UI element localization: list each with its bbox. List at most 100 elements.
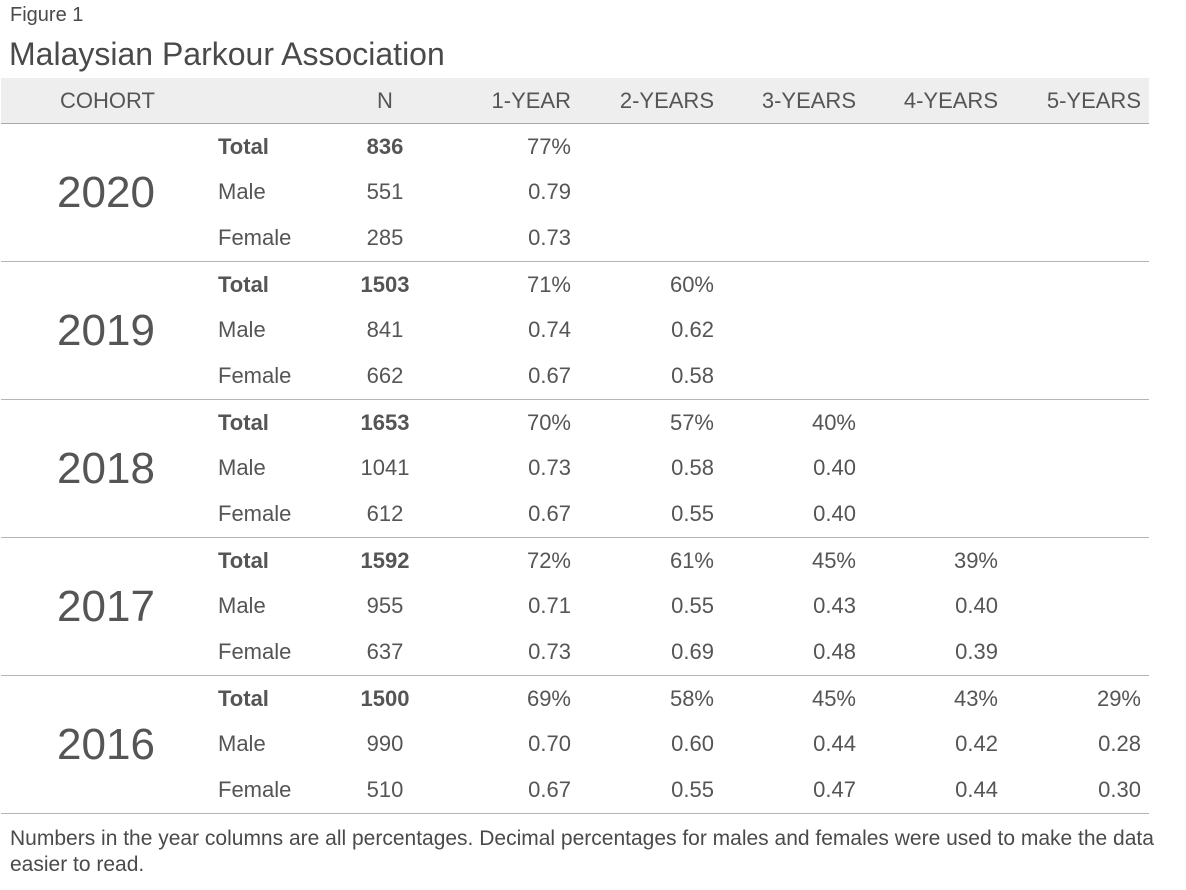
value-cell: 0.69: [671, 639, 714, 664]
cohort-year: 2018: [57, 444, 155, 493]
value-cell: 0.73: [528, 455, 571, 480]
cohort-year: 2016: [57, 720, 155, 769]
row-label: Total: [218, 272, 269, 297]
table-row: Female 510 0.67 0.55 0.47 0.44 0.30: [1, 767, 1149, 813]
value-cell: 70%: [526, 410, 571, 435]
value-cell: 0.67: [528, 777, 571, 802]
cohort-table: COHORT N 1-YEAR 2-YEARS 3-YEARS 4-YEARS …: [1, 78, 1149, 814]
table-row: Male 990 0.70 0.60 0.44 0.42 0.28: [1, 721, 1149, 767]
value-cell: 0.43: [813, 593, 856, 618]
table-row: Male 1041 0.73 0.58 0.40: [1, 445, 1149, 491]
value-cell: 58%: [669, 686, 714, 711]
row-n: 637: [366, 639, 404, 664]
value-cell: 0.74: [528, 317, 571, 342]
row-label: Female: [218, 639, 292, 664]
row-label: Female: [218, 363, 292, 388]
row-n: 510: [366, 777, 404, 802]
table-row: Male 841 0.74 0.62: [1, 307, 1149, 353]
table-row: Male 955 0.71 0.55 0.43 0.40: [1, 583, 1149, 629]
cohort-block-2020: 2020 Total 836 77% Male 551 0.79 Female 285 0.73: [1, 124, 1149, 262]
row-label: Total: [218, 548, 269, 573]
value-cell: 39%: [953, 548, 998, 573]
value-cell: 45%: [811, 686, 856, 711]
value-cell: 0.70: [528, 731, 571, 756]
row-n: 612: [366, 501, 404, 526]
table-row: Total 836 77%: [1, 124, 1149, 170]
value-cell: 0.73: [528, 639, 571, 664]
header-1-year: 1-YEAR: [491, 88, 571, 113]
table-header: COHORT N 1-YEAR 2-YEARS 3-YEARS 4-YEARS …: [1, 78, 1149, 124]
row-n: 662: [366, 363, 404, 388]
value-cell: 40%: [811, 410, 856, 435]
value-cell: 0.40: [813, 501, 856, 526]
value-cell: 0.71: [528, 593, 571, 618]
row-label: Male: [218, 455, 266, 480]
row-n: 1592: [360, 548, 410, 573]
value-cell: 0.55: [671, 593, 714, 618]
value-cell: 0.40: [955, 593, 998, 618]
value-cell: 61%: [669, 548, 714, 573]
table-row: Female 612 0.67 0.55 0.40: [1, 491, 1149, 537]
value-cell: 71%: [526, 272, 571, 297]
row-label: Male: [218, 593, 266, 618]
header-cohort: COHORT: [60, 88, 155, 113]
row-n: 841: [366, 317, 404, 342]
value-cell: 57%: [669, 410, 714, 435]
header-4-years: 4-YEARS: [903, 88, 998, 113]
row-label: Male: [218, 731, 266, 756]
cohort-year: 2020: [57, 168, 155, 217]
row-label: Total: [218, 686, 269, 711]
table-row: Total 1500 69% 58% 45% 43% 29%: [1, 676, 1149, 722]
cohort-year: 2019: [57, 306, 155, 355]
row-n: 836: [366, 134, 404, 159]
value-cell: 0.55: [671, 777, 714, 802]
row-label: Female: [218, 225, 292, 250]
row-label: Male: [218, 317, 266, 342]
cohort-block-2017: 2017 Total 1592 72% 61% 45% 39% Male 955 0.71 0.55…: [1, 538, 1149, 676]
header-5-years: 5-YEARS: [1046, 88, 1141, 113]
row-n: 1041: [360, 455, 410, 480]
value-cell: 72%: [526, 548, 571, 573]
value-cell: 45%: [811, 548, 856, 573]
cohort-block-2016: 2016 Total 1500 69% 58% 45% 43% 29% Male 990 0.70 0…: [1, 676, 1149, 814]
value-cell: 0.40: [813, 455, 856, 480]
table-row: Total 1653 70% 57% 40%: [1, 400, 1149, 446]
row-n: 1653: [360, 410, 410, 435]
cohort-year: 2017: [57, 582, 155, 631]
row-n: 1503: [360, 272, 410, 297]
table-row: Female 285 0.73: [1, 215, 1149, 261]
value-cell: 29%: [1096, 686, 1141, 711]
table-row: Female 662 0.67 0.58: [1, 353, 1149, 399]
table-row: Total 1592 72% 61% 45% 39%: [1, 538, 1149, 584]
row-n: 285: [366, 225, 404, 250]
value-cell: 69%: [526, 686, 571, 711]
footnote: Numbers in the year columns are all perc…: [10, 827, 1154, 876]
row-label: Total: [218, 410, 269, 435]
row-n: 551: [366, 179, 404, 204]
header-n: N: [377, 88, 393, 113]
cohort-block-2019: 2019 Total 1503 71% 60% Male 841 0.74 0.62 Female…: [1, 262, 1149, 400]
value-cell: 77%: [526, 134, 571, 159]
row-label: Total: [218, 134, 269, 159]
row-label: Female: [218, 777, 292, 802]
value-cell: 0.58: [671, 363, 714, 388]
value-cell: 0.60: [671, 731, 714, 756]
table-title: Malaysian Parkour Association: [9, 36, 445, 72]
value-cell: 0.30: [1098, 777, 1141, 802]
value-cell: 0.62: [671, 317, 714, 342]
row-n: 955: [366, 593, 404, 618]
cohort-blocks: 2020 Total 836 77% Male 551 0.79 Female 285 0.73 2…: [1, 124, 1149, 814]
value-cell: 0.67: [528, 501, 571, 526]
table-row: Male 551 0.79: [1, 169, 1149, 215]
value-cell: 0.67: [528, 363, 571, 388]
table-row: Female 637 0.73 0.69 0.48 0.39: [1, 629, 1149, 675]
row-label: Male: [218, 179, 266, 204]
cohort-block-2018: 2018 Total 1653 70% 57% 40% Male 1041 0.73 0.58 0.…: [1, 400, 1149, 538]
value-cell: 0.47: [813, 777, 856, 802]
value-cell: 0.79: [528, 179, 571, 204]
header-3-years: 3-YEARS: [761, 88, 856, 113]
header-2-years: 2-YEARS: [619, 88, 714, 113]
value-cell: 0.44: [813, 731, 856, 756]
value-cell: 0.42: [955, 731, 998, 756]
value-cell: 0.58: [671, 455, 714, 480]
